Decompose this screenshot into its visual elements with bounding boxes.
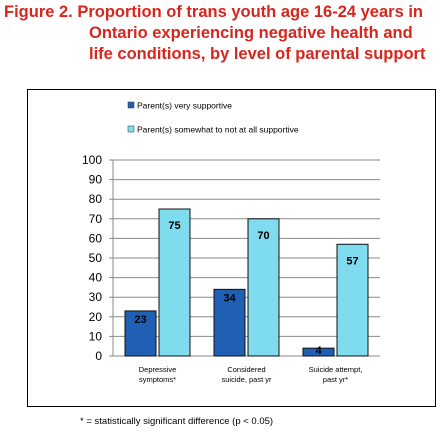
- value-label-s1-c2: 34: [223, 292, 236, 304]
- y-tick-label-20: 20: [89, 310, 103, 324]
- y-tick-label-0: 0: [95, 349, 102, 363]
- bar-s1-c2: [213, 288, 246, 357]
- category-label-3-line-1: Suicide attempt,: [309, 365, 363, 374]
- category-label-1-line-2: symptoms*: [139, 375, 176, 384]
- value-label-s2-c2: 70: [257, 230, 269, 242]
- figure-title-line-2: Ontario experiencing negative health and: [89, 24, 413, 42]
- chart-frame: Parent(s) very supportive Parent(s) somew…: [27, 89, 436, 407]
- y-tick-label-30: 30: [89, 290, 103, 304]
- legend-label-2: Parent(s) somewhat to not at all support…: [137, 125, 299, 135]
- category-label-2-line-2: suicide, past yr: [221, 375, 272, 384]
- y-tick-label-50: 50: [89, 251, 103, 265]
- y-tick-label-40: 40: [89, 271, 103, 285]
- y-tick-label-90: 90: [89, 173, 103, 187]
- figure-title-line-3: life conditions, by level of parental su…: [89, 45, 426, 63]
- bar-s2-c3: [336, 243, 369, 357]
- y-tick-label-10: 10: [89, 329, 103, 343]
- value-label-s2-c1: 75: [168, 220, 180, 232]
- value-label-s1-c3: 4: [315, 345, 322, 357]
- category-label-2-line-1: Considered: [227, 365, 265, 374]
- bar-s2-c1: [158, 208, 191, 357]
- legend-swatch-1: [127, 101, 135, 109]
- y-tick-label-60: 60: [89, 231, 103, 245]
- category-label-1-line-1: Depressive: [139, 365, 177, 374]
- value-label-s1-c1: 23: [134, 314, 146, 326]
- figure-title: Figure 2. Proportion of trans youth age …: [4, 2, 444, 65]
- y-tick-label-100: 100: [82, 153, 102, 167]
- bar-chart: Parent(s) very supportive Parent(s) somew…: [82, 101, 380, 384]
- figure-title-line-1: Figure 2. Proportion of trans youth age …: [4, 3, 424, 21]
- y-tick-label-80: 80: [89, 192, 103, 206]
- footnote: * = statistically significant difference…: [80, 416, 274, 427]
- bar-s1-c1: [124, 310, 157, 357]
- legend-swatch-2: [127, 125, 135, 133]
- y-tick-label-70: 70: [89, 212, 103, 226]
- value-label-s2-c3: 57: [346, 255, 358, 267]
- legend-label-1: Parent(s) very supportive: [137, 101, 232, 111]
- bar-s1-c3: [302, 347, 335, 357]
- bar-s2-c2: [247, 218, 280, 357]
- category-label-3-line-2: past yr*: [323, 375, 349, 384]
